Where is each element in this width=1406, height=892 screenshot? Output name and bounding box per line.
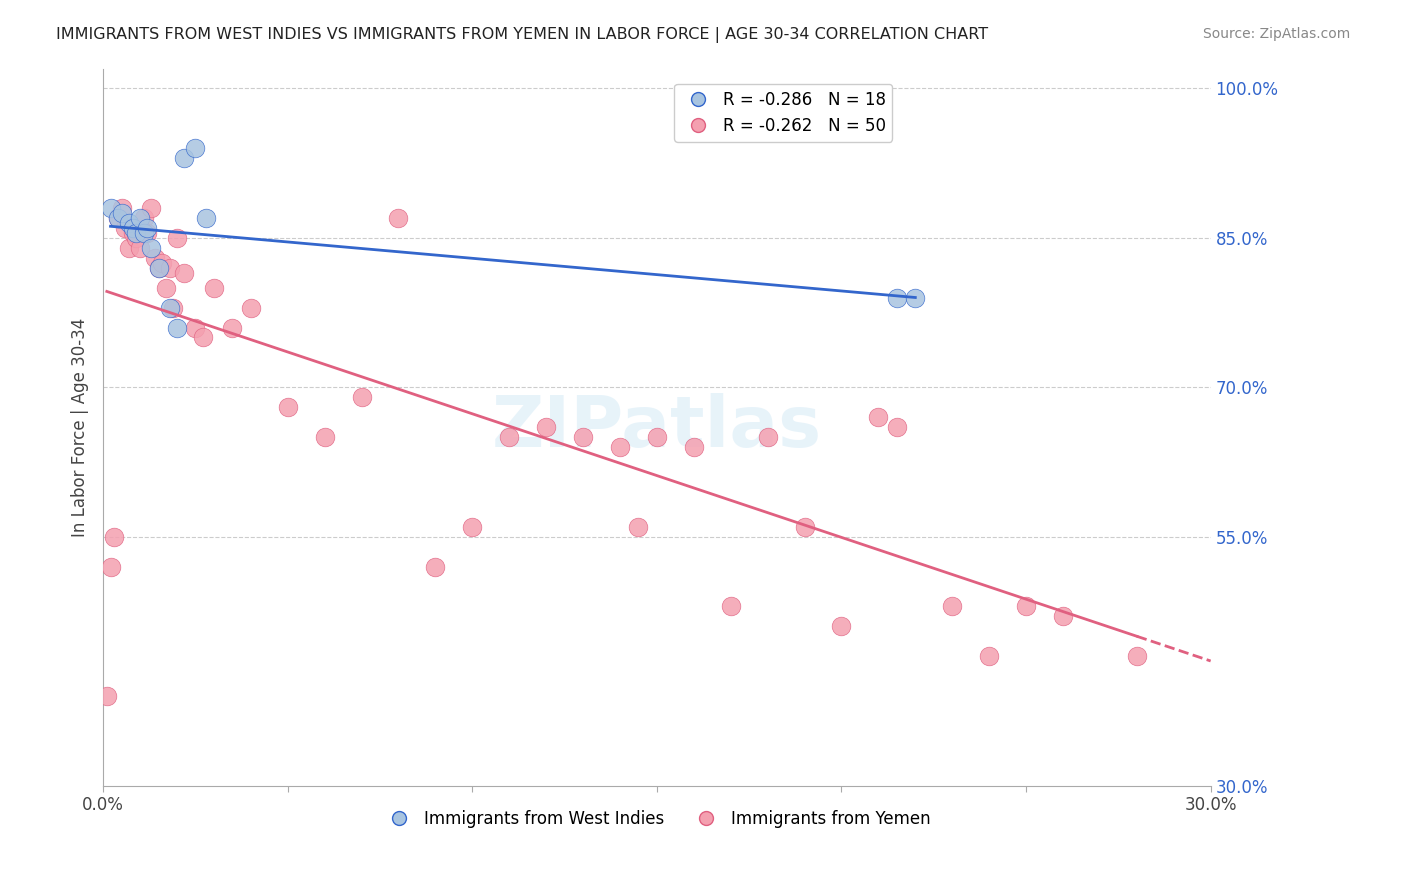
Point [118,216,141,230]
Point [114,221,136,235]
Point [139,241,162,255]
Point [132,211,155,225]
Point [868,410,890,425]
Point [350,390,373,404]
Point [121,226,143,240]
Point [1126,649,1149,664]
Point [162,301,184,315]
Text: ZIPatlas: ZIPatlas [492,392,823,462]
Point [150,256,173,270]
Point [173,266,195,280]
Point [645,430,668,444]
Point [886,291,908,305]
Point [107,211,129,225]
Point [136,221,159,235]
Point [1052,609,1074,624]
Point [191,330,214,344]
Point [118,241,141,255]
Point [96,689,118,703]
Point [195,211,218,225]
Legend: Immigrants from West Indies, Immigrants from Yemen: Immigrants from West Indies, Immigrants … [377,804,938,835]
Point [941,599,963,614]
Point [125,226,148,240]
Point [904,291,927,305]
Point [572,430,595,444]
Point [793,520,815,534]
Point [184,141,207,155]
Point [129,241,152,255]
Text: IMMIGRANTS FROM WEST INDIES VS IMMIGRANTS FROM YEMEN IN LABOR FORCE | AGE 30-34 : IMMIGRANTS FROM WEST INDIES VS IMMIGRANT… [56,27,988,43]
Point [720,599,742,614]
Point [148,260,170,275]
Text: Source: ZipAtlas.com: Source: ZipAtlas.com [1202,27,1350,41]
Point [534,420,557,434]
Point [221,320,243,334]
Point [425,559,447,574]
Point [314,430,336,444]
Point [155,281,177,295]
Point [979,649,1001,664]
Point [129,211,152,225]
Point [125,231,148,245]
Point [277,401,299,415]
Point [136,226,159,240]
Point [184,320,207,334]
Point [121,221,143,235]
Point [166,320,188,334]
Point [756,430,779,444]
Point [461,520,484,534]
Point [886,420,908,434]
Point [627,520,650,534]
Point [830,619,852,633]
Point [103,530,125,544]
Point [239,301,262,315]
Point [682,440,704,454]
Point [107,211,129,225]
Point [159,301,181,315]
Point [609,440,631,454]
Point [173,151,195,165]
Point [498,430,520,444]
Point [110,206,132,220]
Point [387,211,409,225]
Point [110,201,132,215]
Point [159,260,181,275]
Point [100,201,122,215]
Point [143,251,166,265]
Point [132,226,155,240]
Point [202,281,225,295]
Y-axis label: In Labor Force | Age 30-34: In Labor Force | Age 30-34 [72,318,89,537]
Point [148,260,170,275]
Point [100,559,122,574]
Point [1015,599,1038,614]
Point [166,231,188,245]
Point [139,201,162,215]
